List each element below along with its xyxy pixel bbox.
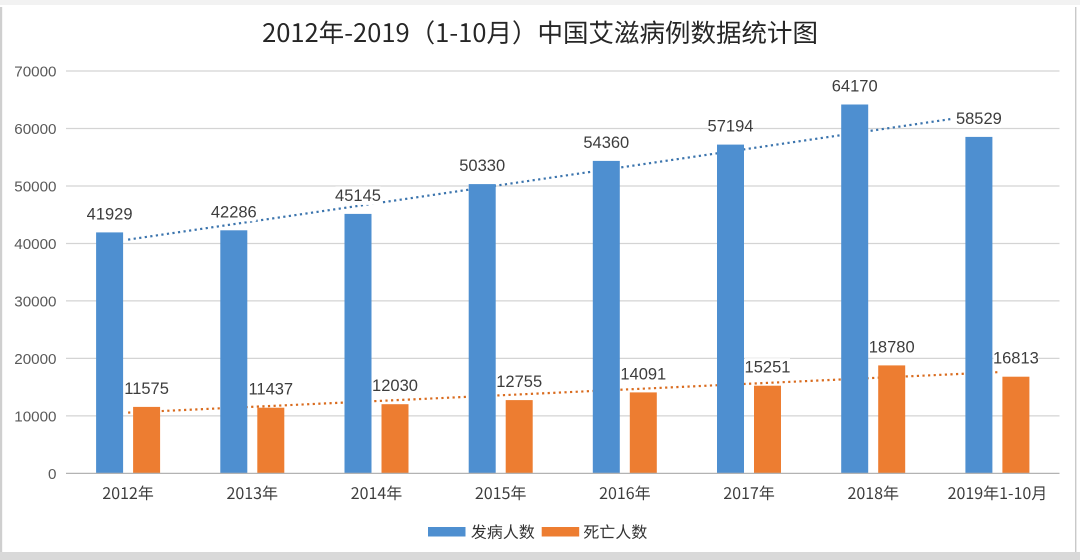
svg-text:10000: 10000 <box>14 408 56 425</box>
svg-text:70000: 70000 <box>14 64 56 81</box>
svg-text:20000: 20000 <box>14 351 56 368</box>
svg-text:50000: 50000 <box>14 179 56 196</box>
svg-text:41929: 41929 <box>87 205 133 223</box>
svg-text:54360: 54360 <box>583 134 629 152</box>
svg-text:12755: 12755 <box>496 373 542 391</box>
svg-text:14091: 14091 <box>620 365 666 383</box>
svg-text:40000: 40000 <box>14 236 56 253</box>
svg-text:57194: 57194 <box>708 118 754 136</box>
svg-text:18780: 18780 <box>869 338 915 356</box>
svg-text:60000: 60000 <box>14 121 56 138</box>
svg-text:45145: 45145 <box>335 187 381 205</box>
svg-text:11437: 11437 <box>248 381 293 399</box>
svg-text:50330: 50330 <box>459 157 505 175</box>
svg-text:12030: 12030 <box>372 377 418 395</box>
svg-text:58529: 58529 <box>956 110 1002 128</box>
svg-text:15251: 15251 <box>745 359 791 377</box>
svg-text:11575: 11575 <box>124 380 169 398</box>
svg-text:16813: 16813 <box>993 350 1039 368</box>
svg-text:64170: 64170 <box>832 78 878 96</box>
svg-text:30000: 30000 <box>14 293 56 310</box>
svg-text:42286: 42286 <box>211 203 257 221</box>
svg-text:0: 0 <box>48 466 56 483</box>
